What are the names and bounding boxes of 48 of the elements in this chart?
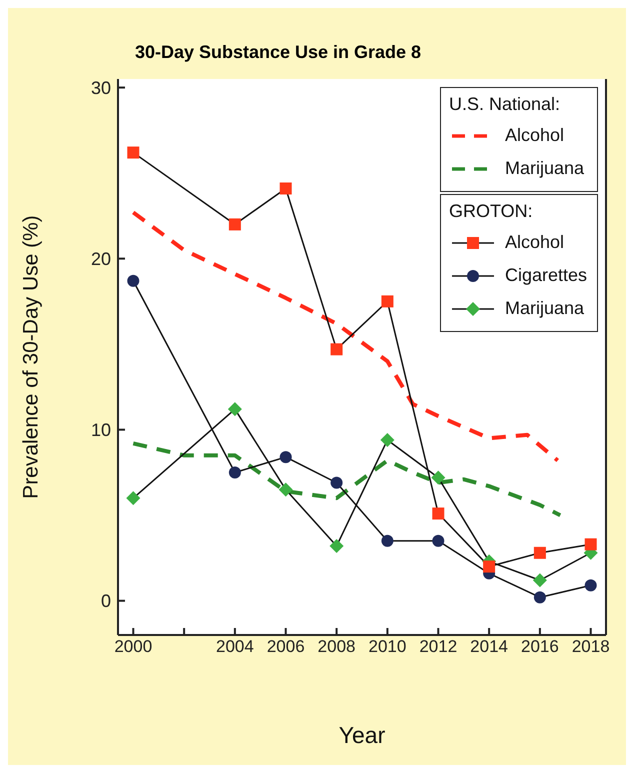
x-tick-label: 2006 xyxy=(266,637,305,656)
point xyxy=(280,451,292,464)
point xyxy=(127,274,140,287)
point xyxy=(126,491,140,506)
point xyxy=(532,573,547,588)
x-tick-label: 2012 xyxy=(419,637,458,656)
y-tick-label: 20 xyxy=(90,249,111,270)
point xyxy=(127,146,140,159)
x-axis-title: Year xyxy=(338,722,386,748)
x-tick-label: 2010 xyxy=(368,637,406,656)
point xyxy=(432,508,444,520)
x-tick-label: 2014 xyxy=(470,637,508,656)
line-series xyxy=(131,441,562,518)
point xyxy=(431,470,446,485)
legend-label: Marijuana xyxy=(504,298,584,319)
y-tick-label: 0 xyxy=(100,591,111,612)
point xyxy=(534,546,546,559)
point xyxy=(330,539,344,554)
legend-label: Cigarettes xyxy=(504,265,587,286)
legend-label: Alcohol xyxy=(504,125,564,146)
point xyxy=(228,402,242,416)
point xyxy=(380,432,394,447)
point xyxy=(432,534,444,547)
point xyxy=(228,218,241,230)
x-tick-label: 2018 xyxy=(572,637,610,656)
point xyxy=(534,591,546,604)
y-tick-label: 30 xyxy=(90,78,111,98)
legend-label: Alcohol xyxy=(504,232,564,253)
chart-title: 30-Day Substance Use in Grade 8 xyxy=(134,42,422,63)
point xyxy=(584,579,597,592)
y-axis-title: Prevalence of 30-Day Use (%) xyxy=(19,215,42,499)
point xyxy=(381,534,394,547)
x-tick-label: 2016 xyxy=(521,637,559,656)
point xyxy=(483,560,496,573)
point xyxy=(330,476,343,489)
annotation: U.S. National: xyxy=(448,94,562,115)
legend-label: Marijuana xyxy=(504,158,584,179)
point xyxy=(278,482,293,497)
point xyxy=(280,182,292,194)
x-tick-label: 2008 xyxy=(318,637,356,656)
annotation: GROTON: xyxy=(448,201,534,222)
x-tick-label: 2000 xyxy=(114,637,152,656)
point xyxy=(381,295,394,308)
point xyxy=(330,343,343,356)
point xyxy=(584,538,597,550)
y-tick-label: 10 xyxy=(90,420,111,440)
point xyxy=(228,466,241,478)
x-tick-label: 2004 xyxy=(216,637,254,656)
